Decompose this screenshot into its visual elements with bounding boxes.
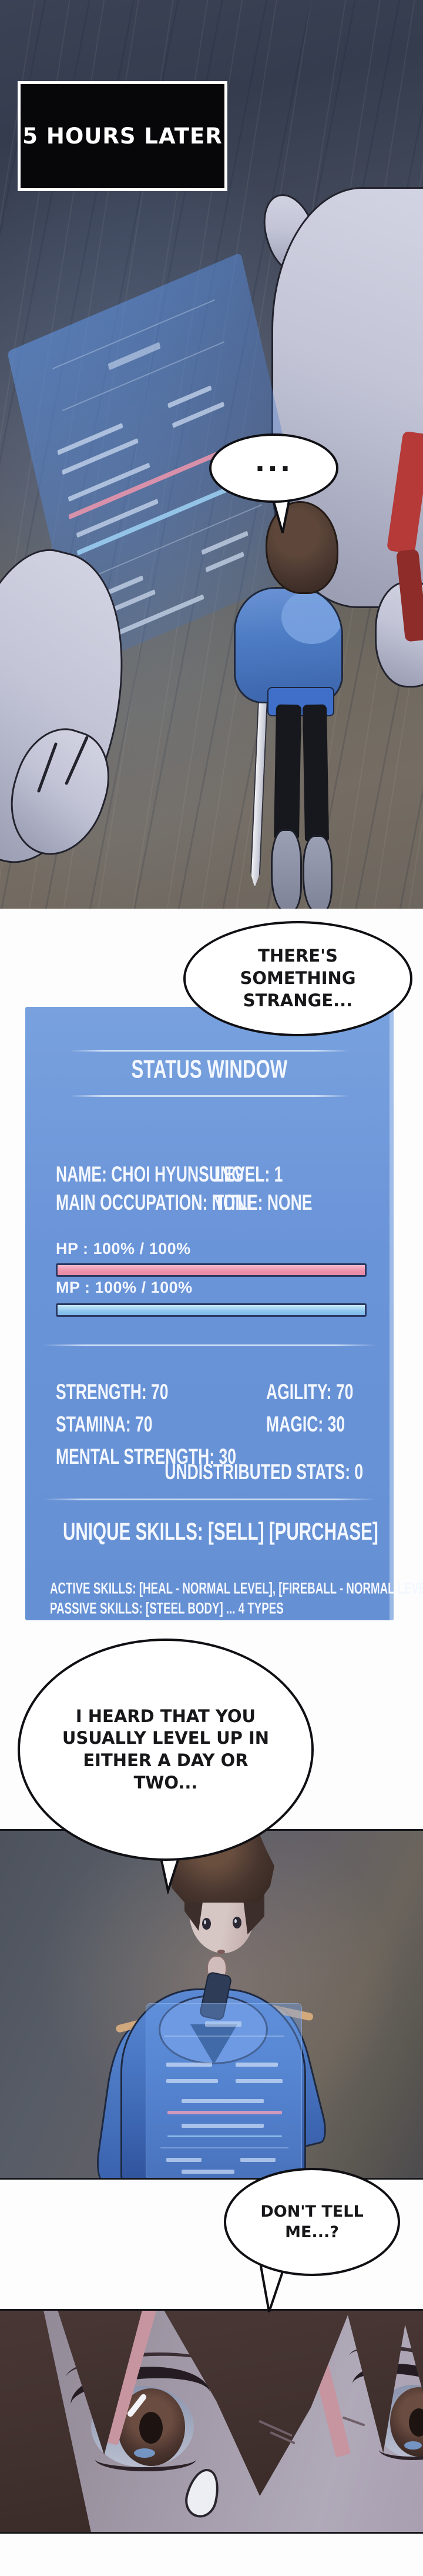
divider-line	[69, 1050, 350, 1052]
holo-hp-text	[182, 2099, 264, 2103]
holo-text-dash	[172, 401, 225, 428]
right-lower-eyelid	[379, 2439, 423, 2460]
holo-title-dash	[205, 2021, 241, 2027]
divider-line	[43, 1344, 376, 1346]
speech-bubble-silence: ...	[209, 433, 338, 503]
holo-mp-text	[76, 498, 159, 538]
panel-eye-closeup	[0, 2309, 423, 2534]
panel-aftermath-scene: 5 HOURS LATER	[0, 0, 423, 909]
status-window-edge-highlight	[390, 1007, 394, 1620]
stat-stamina: STAMINA: 70	[56, 1412, 153, 1437]
holo-mp-bar	[167, 2135, 282, 2137]
left-eye-pupil	[139, 2412, 163, 2444]
holo-hp-bar	[68, 443, 237, 520]
holo-hp-text	[68, 462, 150, 502]
stat-magic: MAGIC: 30	[266, 1412, 345, 1437]
holo-stat-dash	[166, 2158, 202, 2162]
field-level: LEVEL: 1	[214, 1162, 283, 1187]
time-caption-label: 5 HOURS LATER	[22, 124, 223, 149]
hood-fold	[281, 590, 341, 644]
speech-bubble-level-up: I HEARD THAT YOU USUALLY LEVEL UP IN EIT…	[18, 1639, 314, 1861]
field-name: NAME: CHOI HYUNSUNG	[56, 1162, 244, 1187]
mouth	[217, 1950, 225, 1954]
holo-stat-dash	[240, 2158, 276, 2162]
holo-text-dash	[236, 2079, 283, 2083]
speech-text: I HEARD THAT YOU USUALLY LEVEL UP IN EIT…	[62, 1706, 270, 1793]
panel-thinking-closeup	[0, 1829, 423, 2180]
holo-line	[164, 2036, 284, 2037]
right-eye	[233, 1917, 241, 1928]
left-eye	[202, 1918, 211, 1930]
eye-glint	[204, 1920, 206, 1924]
sweat-drop	[181, 2465, 224, 2521]
holo-text-dash	[166, 2079, 218, 2083]
holo-text-dash	[236, 2063, 278, 2067]
holo-line	[160, 2147, 288, 2148]
status-window-panel: STATUS WINDOW NAME: CHOI HYUNSUNG LEVEL:…	[25, 1007, 423, 1620]
cheek-stress-line	[342, 2416, 365, 2427]
mp-bar	[56, 1303, 367, 1317]
holo-text-dash	[166, 2063, 212, 2067]
stat-strength: STRENGTH: 70	[56, 1380, 169, 1404]
passive-skills: PASSIVE SKILLS: [STEEL BODY] ... 4 TYPES	[50, 1600, 284, 1618]
undistributed-stats: UNDISTRIBUTED STATS: 0	[164, 1460, 363, 1484]
character-right-leg	[302, 704, 330, 842]
holo-hp-bar	[167, 2111, 282, 2114]
holo-line	[83, 504, 263, 582]
eye-glint	[234, 1919, 237, 1923]
stat-mental-strength: MENTAL STRENGTH: 30	[56, 1444, 236, 1469]
hologram-status-overlay	[146, 2003, 302, 2178]
character-hoodie-back	[234, 587, 343, 703]
unique-skills: UNIQUE SKILLS: [SELL] [PURCHASE]	[63, 1518, 378, 1546]
hp-label: HP : 100% / 100%	[56, 1240, 191, 1257]
speech-bubble-strange: THERE'S SOMETHING STRANGE...	[183, 921, 412, 1036]
field-title: TITLE: NONE	[214, 1190, 313, 1215]
active-skills: ACTIVE SKILLS: [HEAL - NORMAL LEVEL], [F…	[50, 1580, 423, 1598]
character-right-boot	[303, 835, 333, 909]
holo-stat-dash	[201, 530, 249, 555]
right-eye-pupil	[409, 2408, 423, 2437]
hp-bar	[56, 1263, 367, 1277]
character-hoodie-torso	[120, 1988, 306, 2178]
mp-label: MP : 100% / 100%	[56, 1279, 193, 1296]
holo-text-dash	[167, 385, 212, 409]
divider-line	[43, 1499, 376, 1500]
character-left-leg	[274, 704, 301, 839]
holo-stat-dash	[182, 2170, 234, 2174]
character-left-boot	[271, 829, 302, 909]
stat-agility: AGILITY: 70	[266, 1380, 354, 1404]
speech-text: THERE'S SOMETHING STRANGE...	[240, 946, 356, 1010]
holo-title-dash	[108, 342, 161, 371]
time-caption-box: 5 HOURS LATER	[18, 81, 227, 191]
status-window-title: STATUS WINDOW	[131, 1055, 288, 1084]
speech-text: ...	[254, 446, 293, 478]
divider-line	[69, 1095, 350, 1097]
field-occupation: MAIN OCCUPATION: NONE	[56, 1190, 257, 1215]
holo-mp-text	[182, 2124, 264, 2128]
speech-bubble-dont-tell-me: DON'T TELL ME...?	[224, 2168, 400, 2276]
speech-text: DON'T TELL ME...?	[260, 2202, 364, 2241]
holo-stat-dash	[205, 551, 244, 573]
left-lower-eyelid	[95, 2447, 196, 2471]
